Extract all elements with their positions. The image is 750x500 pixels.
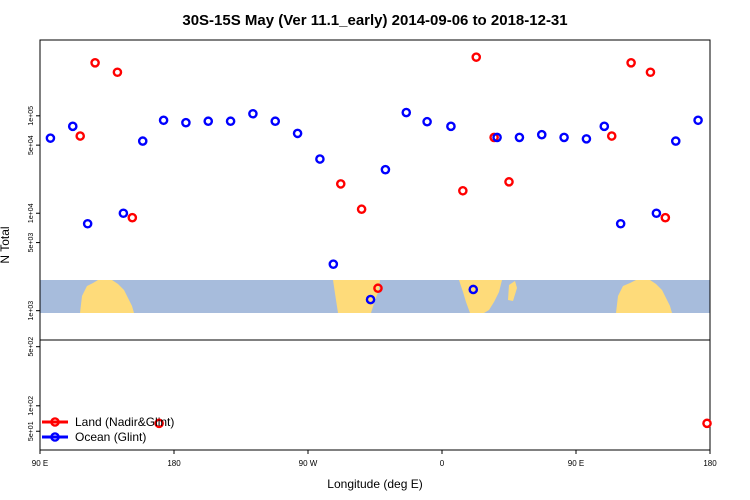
- x-tick-label-4: 90 E: [568, 459, 584, 468]
- ocean-point-29: [693, 115, 703, 126]
- data-points: [45, 52, 712, 429]
- land-point-5: [335, 179, 346, 189]
- land-point-4: [154, 418, 164, 429]
- ocean-point-13: [328, 259, 339, 269]
- x-axis-label: Longitude (deg E): [327, 477, 422, 491]
- legend-land-marker: [50, 417, 60, 427]
- ocean-point-16: [401, 107, 412, 118]
- ocean-point-11: [292, 128, 303, 139]
- ocean-point-17: [422, 116, 432, 127]
- x-tick-label-1: 180: [167, 459, 181, 468]
- x-axis: 90 E 180 90 W 0 90 E 180: [32, 450, 717, 468]
- ocean-point-15: [380, 164, 391, 175]
- ocean-point-27: [651, 208, 662, 219]
- ocean-point-1: [67, 121, 78, 132]
- ocean-point-10: [270, 116, 281, 127]
- ocean-point-19: [468, 284, 479, 295]
- land-point-2: [112, 67, 123, 78]
- legend-ocean-marker: [50, 432, 60, 442]
- land-point-14: [645, 67, 656, 78]
- land-madagascar: [508, 281, 517, 301]
- land-point-11: [504, 177, 514, 187]
- ocean-point-25: [599, 121, 610, 132]
- x-tick-label-3: 0: [440, 459, 445, 468]
- ocean-point-6: [181, 117, 191, 128]
- ocean-point-18: [446, 121, 456, 132]
- y-lower-tick-label-1: 1e+02: [28, 396, 35, 416]
- y-upper-tick-label-2: 1e+04: [28, 203, 35, 223]
- land-point-0: [75, 131, 85, 141]
- ocean-point-0: [45, 133, 56, 143]
- land-point-1: [90, 58, 100, 68]
- legend-ocean-label: Ocean (Glint): [75, 430, 146, 444]
- ocean-point-9: [248, 108, 258, 119]
- ocean-point-28: [670, 136, 681, 146]
- lower-panel-frame: [39, 339, 711, 451]
- ocean-point-8: [225, 116, 236, 127]
- land-australia-west: [80, 280, 134, 313]
- legend-land-label: Land (Nadir&Glint): [75, 415, 174, 429]
- land-point-3: [127, 212, 138, 223]
- x-tick-label-0: 90 E: [32, 459, 48, 468]
- y-axis-lower: 5e+01 1e+02 5e+02: [28, 337, 40, 441]
- y-lower-tick-label-0: 5e+01: [28, 421, 35, 441]
- ocean-point-5: [158, 115, 169, 126]
- ocean-point-14: [365, 294, 376, 305]
- y-upper-tick-label-4: 1e+05: [28, 106, 35, 126]
- x-tick-label-2: 90 W: [299, 459, 318, 468]
- land-point-9: [471, 52, 482, 62]
- chart-title: 30S-15S May (Ver 11.1_early) 2014-09-06 …: [182, 12, 567, 29]
- x-tick-label-5: 180: [703, 459, 717, 468]
- y-upper-tick-label-3: 5e+04: [28, 135, 35, 155]
- land-point-6: [356, 204, 367, 215]
- land-point-15: [660, 212, 671, 223]
- land-australia-east: [616, 280, 672, 313]
- land-point-16: [702, 418, 712, 429]
- ocean-point-4: [137, 136, 148, 146]
- land-point-8: [458, 185, 468, 196]
- y-upper-tick-label-0: 1e+03: [28, 301, 35, 321]
- land-south-america: [333, 280, 380, 313]
- ocean-point-22: [536, 129, 547, 140]
- y-upper-tick-label-1: 5e+03: [28, 233, 35, 253]
- ocean-point-21: [514, 132, 525, 143]
- ocean-point-2: [82, 218, 93, 229]
- y-axis-label: N Total: [0, 226, 12, 263]
- land-point-13: [626, 58, 636, 68]
- ocean-point-7: [203, 116, 214, 127]
- ocean-point-20: [492, 132, 502, 143]
- ocean-point-24: [581, 134, 592, 144]
- ocean-point-12: [315, 154, 325, 164]
- legend: Land (Nadir&Glint) Ocean (Glint): [42, 415, 174, 444]
- ocean-point-23: [559, 132, 569, 143]
- land-point-12: [606, 131, 617, 141]
- y-axis-upper: 1e+03 5e+03 1e+04 5e+04 1e+05: [28, 106, 40, 321]
- y-lower-tick-label-2: 5e+02: [28, 337, 35, 357]
- ocean-point-3: [118, 208, 129, 219]
- land-point-7: [373, 283, 383, 294]
- ocean-point-26: [615, 218, 626, 229]
